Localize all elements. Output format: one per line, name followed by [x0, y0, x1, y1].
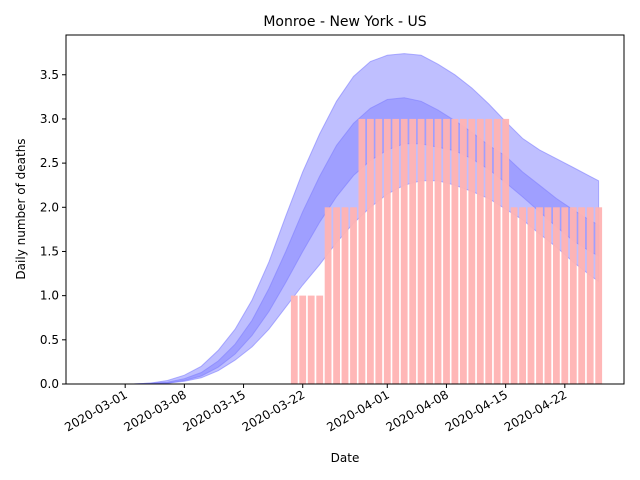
- y-tick-label: 3.5: [40, 68, 59, 82]
- chart-title: Monroe - New York - US: [263, 14, 426, 30]
- bar: [350, 207, 357, 384]
- bar: [476, 118, 484, 385]
- bars-group: [290, 118, 603, 385]
- bar: [536, 207, 543, 384]
- bar: [569, 207, 577, 384]
- y-tick-label: 1.0: [40, 289, 59, 303]
- y-tick-label: 0.0: [40, 377, 59, 391]
- bar: [544, 207, 552, 384]
- y-axis-label: Daily number of deaths: [14, 138, 28, 279]
- bar: [460, 118, 467, 385]
- bar: [299, 295, 307, 384]
- bar: [586, 207, 594, 384]
- y-tick-label: 2.0: [40, 200, 59, 214]
- bar: [290, 295, 298, 384]
- bar: [451, 118, 459, 385]
- bar: [409, 118, 417, 385]
- plot-frame: [65, 34, 625, 385]
- bar: [595, 207, 603, 384]
- bar: [510, 207, 518, 384]
- bar: [333, 207, 340, 384]
- y-tick-label: 0.5: [40, 333, 59, 347]
- bar: [367, 118, 374, 385]
- bar: [307, 295, 315, 384]
- bar: [324, 207, 332, 384]
- x-axis-label: Date: [331, 451, 360, 465]
- bar: [485, 118, 493, 385]
- bar: [434, 118, 442, 385]
- bar: [400, 118, 408, 385]
- y-tick-label: 1.5: [40, 244, 59, 258]
- bar: [468, 118, 476, 385]
- y-tick-label: 3.0: [40, 112, 59, 126]
- y-axis: 0.0 0.5 1.0 1.5 2.0 2.5 3.0 3.5: [40, 68, 66, 391]
- bar: [417, 118, 425, 385]
- bar: [519, 207, 526, 384]
- bar: [383, 118, 391, 385]
- bar: [316, 295, 324, 384]
- bar: [561, 207, 569, 384]
- bar: [578, 207, 586, 384]
- bar: [358, 118, 366, 385]
- bar: [341, 207, 349, 384]
- y-tick-label: 2.5: [40, 156, 59, 170]
- bar: [502, 118, 510, 385]
- bar: [553, 207, 560, 384]
- bar: [443, 118, 450, 385]
- bar: [527, 207, 535, 384]
- bar: [426, 118, 433, 385]
- bar: [375, 118, 383, 385]
- bar: [493, 118, 501, 385]
- bar: [392, 118, 400, 385]
